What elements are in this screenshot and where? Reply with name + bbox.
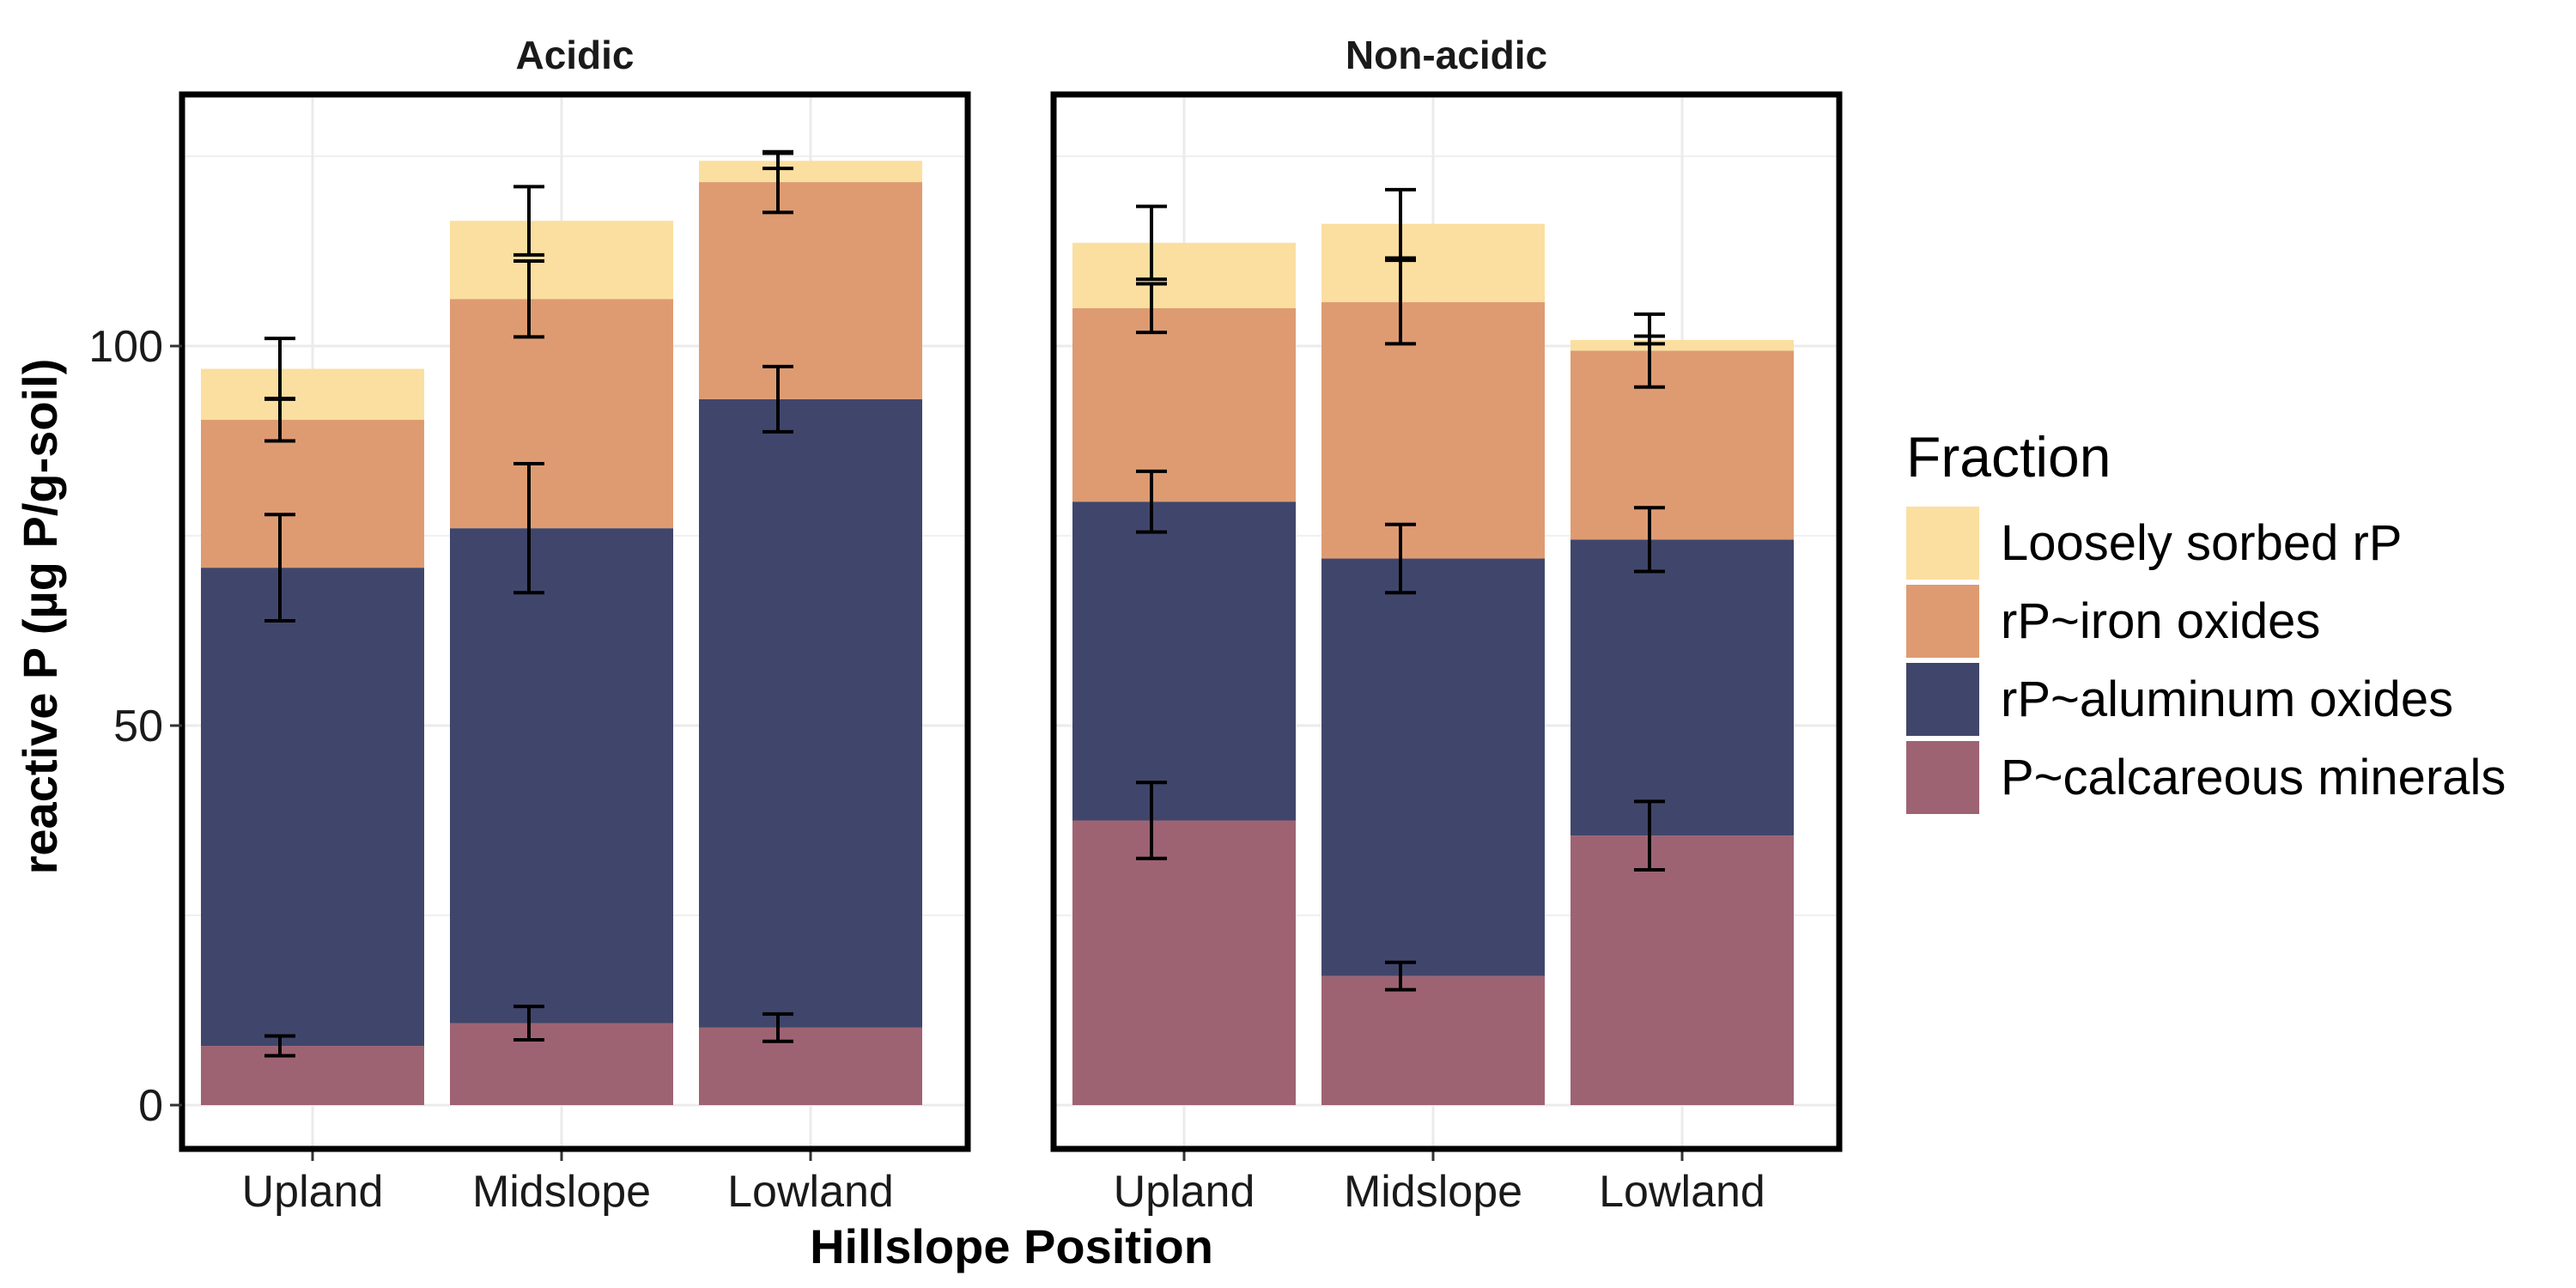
legend-swatch xyxy=(1906,507,1979,580)
bar-acidic-upland-seg0 xyxy=(201,1046,424,1105)
bar-non-acidic-upland-seg0 xyxy=(1072,820,1296,1105)
bar-acidic-upland-seg2 xyxy=(201,419,424,568)
bar-non-acidic-midslope-seg1 xyxy=(1321,558,1545,976)
y-tick-label: 100 xyxy=(88,322,163,372)
error-bar xyxy=(1634,506,1665,574)
error-bar xyxy=(1385,258,1416,346)
error-bar xyxy=(1634,799,1665,872)
legend-item: rP~iron oxides xyxy=(1906,585,2320,658)
bar-non-acidic-midslope-seg3 xyxy=(1321,223,1545,302)
legend-label: rP~aluminum oxides xyxy=(2001,671,2453,727)
facet-panel-non-acidic: Non-acidic Upland Midslope Lowland xyxy=(1050,33,1843,1217)
error-bar xyxy=(513,462,544,595)
error-bar xyxy=(1634,312,1665,389)
legend-swatch xyxy=(1906,663,1979,736)
x-tick-label: Lowland xyxy=(1599,1167,1765,1217)
error-bar xyxy=(264,513,295,623)
bar-non-acidic-lowland-seg1 xyxy=(1571,539,1794,836)
legend-title: Fraction xyxy=(1906,425,2111,489)
legend: Loosely sorbed rP rP~iron oxides rP~alumin… xyxy=(1906,507,2506,814)
error-bar xyxy=(1385,522,1416,595)
x-tick-label: Upland xyxy=(1114,1167,1255,1217)
legend-item: Loosely sorbed rP xyxy=(1906,507,2402,580)
facet-panels: Acidic Upland Midslope Lowland Non-acidic Upl… xyxy=(88,33,1843,1217)
x-tick-label: Upland xyxy=(242,1167,384,1217)
panel-border xyxy=(179,91,971,1152)
error-bars xyxy=(1136,187,1665,992)
error-bar xyxy=(762,364,793,434)
error-bar xyxy=(513,185,544,257)
bar-non-acidic-midslope-seg0 xyxy=(1321,975,1545,1105)
bar-non-acidic-upland-seg2 xyxy=(1072,307,1296,502)
legend-label: P~calcareous minerals xyxy=(2001,750,2506,805)
bar-acidic-lowland-seg3 xyxy=(699,161,922,183)
bars xyxy=(201,161,922,1105)
bar-acidic-lowland-seg0 xyxy=(699,1027,922,1105)
bar-acidic-midslope-seg1 xyxy=(450,528,673,1024)
error-bar xyxy=(762,1012,793,1043)
bar-non-acidic-midslope-seg2 xyxy=(1321,301,1545,559)
facet-panel-acidic: Acidic Upland Midslope Lowland xyxy=(179,33,971,1217)
error-bar xyxy=(1385,960,1416,992)
bar-acidic-midslope-seg2 xyxy=(450,299,673,529)
error-bar xyxy=(264,1034,295,1058)
error-bar xyxy=(1634,334,1665,346)
bar-acidic-upland-seg1 xyxy=(201,568,424,1047)
legend-label: rP~iron oxides xyxy=(2001,593,2320,649)
bar-acidic-midslope-seg0 xyxy=(450,1023,673,1105)
legend-swatch xyxy=(1906,585,1979,658)
bar-acidic-upland-seg3 xyxy=(201,368,424,420)
legend-item: P~calcareous minerals xyxy=(1906,741,2506,814)
y-axis: 0 50 100 xyxy=(88,322,182,1131)
bars xyxy=(1072,223,1794,1105)
error-bar xyxy=(762,151,793,171)
bar-non-acidic-lowland-seg0 xyxy=(1571,835,1794,1105)
error-bar xyxy=(1136,469,1167,534)
panel-border xyxy=(1050,91,1843,1152)
x-axis-title: Hillslope Position xyxy=(810,1219,1213,1273)
error-bar xyxy=(1385,187,1416,260)
error-bar xyxy=(513,258,544,339)
y-axis-title: reactive P (µg P/g-soil) xyxy=(13,359,67,875)
error-bars xyxy=(264,149,793,1058)
bar-non-acidic-lowland-seg2 xyxy=(1571,350,1794,540)
y-tick-label: 0 xyxy=(138,1081,163,1131)
bar-non-acidic-upland-seg1 xyxy=(1072,501,1296,821)
legend-item: rP~aluminum oxides xyxy=(1906,663,2453,736)
x-tick-label: Midslope xyxy=(472,1167,651,1217)
x-tick-label: Midslope xyxy=(1344,1167,1522,1217)
y-tick-label: 50 xyxy=(113,702,163,751)
bar-acidic-lowland-seg1 xyxy=(699,398,922,1028)
facet-title: Acidic xyxy=(515,33,634,77)
bar-non-acidic-lowland-seg3 xyxy=(1571,339,1794,351)
error-bar xyxy=(513,1005,544,1042)
bar-acidic-midslope-seg3 xyxy=(450,221,673,300)
error-bar xyxy=(264,337,295,401)
legend-label: Loosely sorbed rP xyxy=(2001,515,2402,571)
bar-acidic-lowland-seg2 xyxy=(699,182,922,399)
error-bar xyxy=(1136,282,1167,335)
error-bar xyxy=(1136,781,1167,860)
x-tick-label: Lowland xyxy=(727,1167,894,1217)
legend-swatch xyxy=(1906,741,1979,814)
facet-title: Non-acidic xyxy=(1346,33,1547,77)
error-bar xyxy=(1136,204,1167,282)
bar-non-acidic-upland-seg3 xyxy=(1072,242,1296,308)
